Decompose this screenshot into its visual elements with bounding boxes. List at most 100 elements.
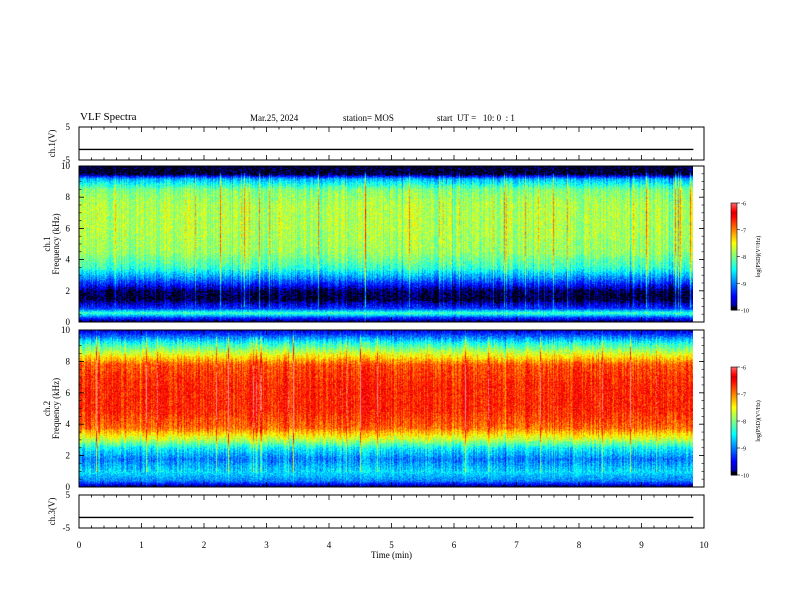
colorbar-step bbox=[731, 385, 737, 388]
colorbar-step bbox=[731, 204, 737, 208]
colorbar-step bbox=[731, 460, 737, 463]
colorbar-step bbox=[731, 412, 737, 415]
colorbar-step bbox=[731, 440, 737, 444]
colorbar-step bbox=[731, 252, 737, 256]
colorbar-step bbox=[731, 251, 737, 254]
colorbar-step bbox=[731, 265, 737, 268]
y-tick-label: 4 bbox=[66, 419, 71, 429]
y-tick-label: 4 bbox=[66, 255, 71, 265]
colorbar-step bbox=[731, 272, 737, 275]
colorbar-step bbox=[731, 258, 737, 261]
colorbar-step bbox=[731, 370, 737, 373]
colorbar-step bbox=[731, 379, 737, 382]
y-tick-label: 6 bbox=[66, 223, 71, 233]
colorbar-tick-label: -6 bbox=[741, 202, 746, 208]
colorbar-step bbox=[731, 449, 737, 453]
x-tick-label: 6 bbox=[452, 540, 457, 550]
colorbar-step bbox=[731, 406, 737, 409]
ch3-waveform-y-axis: 5 -5 ch.3(V) bbox=[47, 490, 704, 533]
date-label: Mar.25, 2024 bbox=[250, 113, 299, 123]
y-tick-label: 5 bbox=[66, 490, 71, 500]
colorbar-step bbox=[731, 471, 737, 474]
colorbar-step bbox=[731, 244, 737, 247]
x-tick-label: 9 bbox=[639, 540, 644, 550]
x-tick-label: 3 bbox=[264, 540, 269, 550]
colorbar-step bbox=[731, 263, 737, 266]
y-tick-label: 2 bbox=[66, 451, 71, 461]
colorbar-step bbox=[731, 277, 737, 281]
colorbar-step bbox=[731, 426, 737, 429]
colorbar-step bbox=[731, 238, 737, 241]
ch2-spectrogram-x-ticks bbox=[78, 330, 705, 487]
colorbar-step bbox=[731, 446, 737, 449]
colorbar-step bbox=[731, 415, 737, 418]
ch1-spectrogram-blank bbox=[693, 166, 704, 322]
colorbar-step bbox=[731, 374, 737, 377]
ch1-waveform-y-axis: 5 -5 ch.1(V) bbox=[47, 122, 704, 165]
colorbar-step bbox=[731, 206, 737, 209]
colorbar-step bbox=[731, 457, 737, 460]
ch2-spectrogram-blank bbox=[693, 330, 704, 487]
colorbar-step bbox=[731, 290, 737, 293]
colorbar-tick-label: -8 bbox=[741, 420, 746, 426]
colorbar-step bbox=[731, 219, 737, 222]
colorbar-step bbox=[731, 448, 737, 451]
colorbar-step bbox=[731, 233, 737, 236]
colorbar-tick-label: -9 bbox=[741, 282, 746, 288]
x-tick-label: 7 bbox=[514, 540, 519, 550]
colorbar-step bbox=[731, 240, 737, 243]
x-tick-label: 4 bbox=[327, 540, 332, 550]
start-time-label: start UT = 10: 0 : 1 bbox=[437, 113, 515, 123]
colorbar-step bbox=[731, 229, 737, 233]
y-tick-label: 6 bbox=[66, 388, 71, 398]
colorbar-step bbox=[731, 408, 737, 411]
colorbar-step bbox=[731, 288, 737, 291]
colorbar-step bbox=[731, 401, 737, 404]
colorbar-step bbox=[731, 394, 737, 397]
colorbar-step bbox=[731, 386, 737, 390]
colorbar-tick-label: -8 bbox=[741, 255, 746, 261]
colorbar-step bbox=[731, 437, 737, 440]
ch1-spectrogram-colorbar: -6 -7 -8 -9 -10 log(PSD)(V²/Hz) bbox=[730, 202, 762, 315]
ch2-spectrogram-colorbar: -6 -7 -8 -9 -10 log(PSD)(V²/Hz) bbox=[730, 366, 762, 480]
x-tick-label: 5 bbox=[389, 540, 394, 550]
colorbar-step bbox=[731, 417, 737, 420]
colorbar-step bbox=[731, 435, 737, 438]
colorbar-step bbox=[731, 421, 737, 424]
colorbar-tick-label: -7 bbox=[741, 393, 746, 399]
colorbar-step bbox=[731, 295, 737, 299]
y-tick-label: 0 bbox=[66, 482, 71, 492]
colorbar-step bbox=[731, 453, 737, 456]
colorbar-step bbox=[731, 245, 737, 249]
colorbar-step bbox=[731, 301, 737, 304]
ch2-spectrogram-pixels bbox=[79, 330, 693, 487]
colorbar-step bbox=[731, 467, 737, 471]
colorbar-step bbox=[731, 231, 737, 234]
colorbar-step bbox=[731, 235, 737, 238]
colorbar-step bbox=[731, 256, 737, 259]
colorbar-tick-label: -9 bbox=[741, 447, 746, 453]
colorbar-step bbox=[731, 222, 737, 225]
colorbar-step bbox=[731, 473, 737, 476]
ch1-spectrogram-x-ticks bbox=[78, 166, 705, 322]
colorbar-step bbox=[731, 224, 737, 227]
colorbar-step bbox=[731, 410, 737, 413]
colorbar-step bbox=[731, 203, 737, 206]
colorbar-step bbox=[731, 227, 737, 231]
y-tick-label: 8 bbox=[66, 192, 71, 202]
colorbar-step bbox=[731, 439, 737, 442]
y-tick-label: -5 bbox=[63, 523, 71, 533]
colorbar-step bbox=[731, 285, 737, 288]
colorbar-step bbox=[731, 267, 737, 270]
colorbar-step bbox=[731, 368, 737, 372]
colorbar-step bbox=[731, 210, 737, 213]
y-axis-label: Frequency (kHz) bbox=[51, 378, 61, 439]
colorbar-step bbox=[731, 281, 737, 284]
colorbar-label: log(PSD)(V²/Hz) bbox=[755, 400, 762, 441]
colorbar-step bbox=[731, 376, 737, 379]
colorbar-step bbox=[731, 254, 737, 257]
x-tick-label: 8 bbox=[577, 540, 582, 550]
colorbar-step bbox=[731, 220, 737, 224]
colorbar-step bbox=[731, 377, 737, 381]
